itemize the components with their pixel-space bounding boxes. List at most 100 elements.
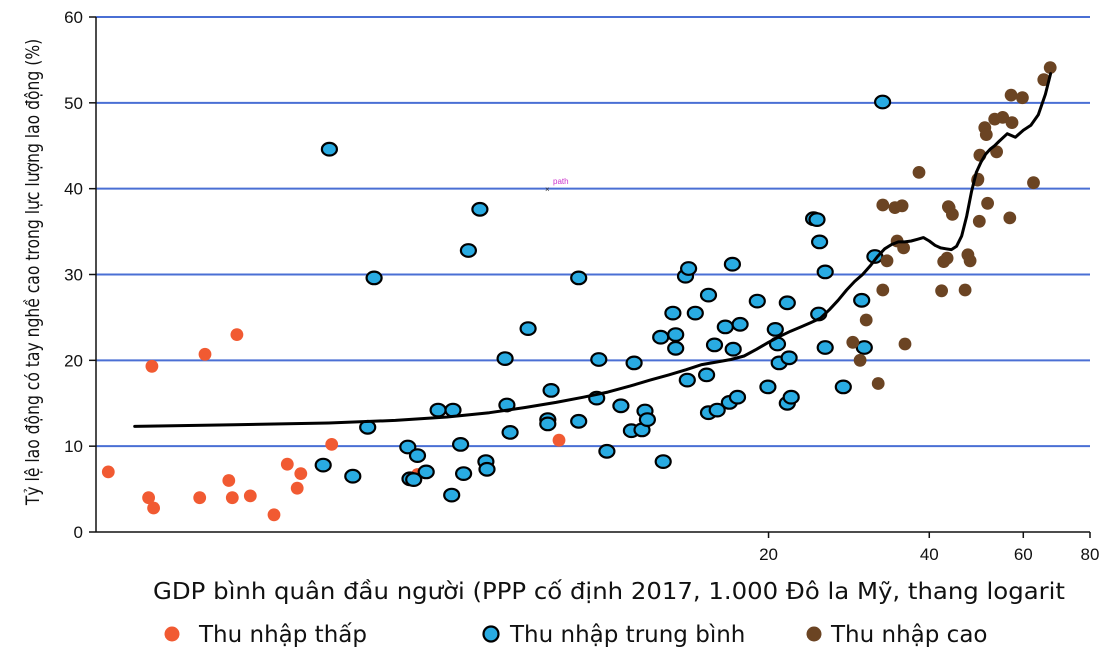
y-tick-labels: 0 10 20 30 40 50 60 xyxy=(64,8,83,542)
y-tick-label-30: 30 xyxy=(64,266,83,285)
point-middle-0 xyxy=(314,457,332,473)
point-middle-54 xyxy=(724,341,742,357)
point-low-7 xyxy=(225,491,239,505)
point-low-2 xyxy=(147,501,161,515)
legend-item-middle: Thu nhập trung bình xyxy=(482,622,745,648)
point-middle-74 xyxy=(855,340,873,355)
point-middle-37 xyxy=(652,329,670,345)
y-tick-label-60: 60 xyxy=(64,8,83,27)
point-high-24 xyxy=(972,214,986,228)
point-high-33 xyxy=(1004,88,1018,102)
point-low-1 xyxy=(142,491,156,505)
point-middle-5 xyxy=(399,439,417,455)
point-middle-67 xyxy=(808,212,826,228)
point-high-32 xyxy=(1003,211,1017,225)
path-marker: × xyxy=(545,185,550,194)
point-low-4 xyxy=(193,491,207,505)
point-middle-13 xyxy=(452,437,470,452)
point-high-36 xyxy=(1027,176,1040,190)
x-axis-title: GDP bình quân đầu người (PPP cố định 201… xyxy=(153,579,1065,605)
legend-label-high: Thu nhập cao xyxy=(830,622,988,648)
trend-line xyxy=(133,72,1053,428)
legend-item-high: Thu nhập cao xyxy=(806,622,988,648)
point-high-2 xyxy=(859,313,873,327)
point-middle-11 xyxy=(443,487,461,503)
point-high-30 xyxy=(990,145,1003,159)
point-middle-30 xyxy=(598,443,616,459)
point-low-0 xyxy=(101,465,115,479)
point-middle-73 xyxy=(853,292,871,308)
point-high-3 xyxy=(871,377,885,390)
y-tick-label-20: 20 xyxy=(64,351,83,370)
point-middle-71 xyxy=(816,340,834,355)
point-middle-53 xyxy=(723,256,742,272)
point-high-31 xyxy=(996,111,1010,124)
point-high-27 xyxy=(979,128,993,142)
point-high-28 xyxy=(981,196,994,210)
point-middle-69 xyxy=(810,234,829,250)
point-middle-31 xyxy=(612,398,630,414)
point-low-3 xyxy=(145,359,159,373)
point-high-11 xyxy=(898,337,912,351)
point-middle-4 xyxy=(365,270,383,286)
point-middle-64 xyxy=(780,350,798,366)
point-middle-62 xyxy=(778,295,796,311)
point-middle-15 xyxy=(459,243,477,258)
point-low-13 xyxy=(294,467,308,480)
point-middle-48 xyxy=(699,287,718,303)
point-high-18 xyxy=(946,208,959,221)
point-high-5 xyxy=(876,283,890,297)
point-high-21 xyxy=(963,254,977,268)
axes xyxy=(89,16,1091,538)
point-middle-58 xyxy=(759,379,777,395)
x-tick-label-40: 40 xyxy=(920,545,939,564)
point-high-19 xyxy=(958,283,972,297)
point-high-34 xyxy=(1005,116,1019,129)
point-middle-16 xyxy=(471,201,489,217)
point-middle-8 xyxy=(408,448,427,464)
y-tick-label-40: 40 xyxy=(64,180,83,199)
annotation: × path xyxy=(545,177,569,194)
trend-line-layer xyxy=(133,72,1053,428)
point-high-35 xyxy=(1016,91,1029,105)
x-tick-label-80: 80 xyxy=(1081,545,1100,564)
point-middle-44 xyxy=(679,261,698,276)
series-middle xyxy=(314,94,892,503)
point-middle-46 xyxy=(697,367,716,383)
point-middle-29 xyxy=(590,352,608,367)
point-middle-2 xyxy=(344,468,362,484)
point-middle-22 xyxy=(519,321,537,337)
point-low-10 xyxy=(267,508,281,522)
point-middle-50 xyxy=(708,402,726,418)
point-low-12 xyxy=(290,481,304,495)
legend-item-low: Thu nhập thấp xyxy=(164,622,367,648)
point-middle-36 xyxy=(638,412,657,428)
point-middle-19 xyxy=(496,351,514,367)
point-high-1 xyxy=(853,353,867,367)
point-middle-10 xyxy=(429,402,447,418)
point-middle-43 xyxy=(678,372,696,388)
point-middle-7 xyxy=(405,472,423,488)
point-low-9 xyxy=(243,489,257,503)
legend-marker-low xyxy=(164,626,180,642)
point-low-11 xyxy=(280,457,294,471)
point-middle-55 xyxy=(728,389,747,405)
point-middle-18 xyxy=(478,461,496,477)
point-middle-45 xyxy=(686,305,704,321)
point-high-9 xyxy=(895,199,909,213)
point-middle-56 xyxy=(731,316,749,332)
y-axis-title: Tỷ lệ lao động có tay nghề cao trong lực… xyxy=(22,39,45,506)
point-middle-1 xyxy=(320,141,338,157)
y-tick-label-0: 0 xyxy=(74,523,83,542)
point-middle-33 xyxy=(625,355,643,371)
point-middle-24 xyxy=(539,416,557,432)
legend-marker-middle xyxy=(482,625,500,643)
point-low-5 xyxy=(198,347,212,361)
path-annotation: path xyxy=(553,177,569,186)
point-middle-70 xyxy=(816,264,834,280)
point-high-38 xyxy=(1043,61,1057,74)
series-high xyxy=(846,61,1057,390)
point-middle-65 xyxy=(782,389,800,405)
point-high-12 xyxy=(912,166,926,179)
